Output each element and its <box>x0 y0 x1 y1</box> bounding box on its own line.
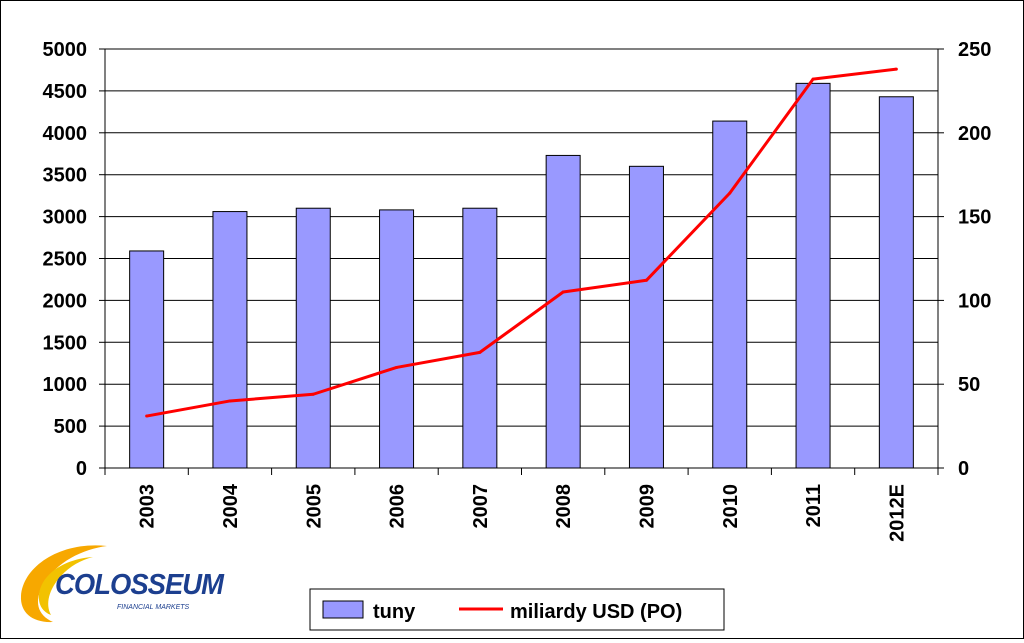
line-point <box>145 414 149 418</box>
line-point <box>311 392 315 396</box>
left-axis-tick-label: 5000 <box>43 39 88 61</box>
bar <box>212 211 248 469</box>
bar <box>628 165 664 469</box>
legend-label-usd: miliardy USD (PO) <box>510 601 682 623</box>
right-axis-tick-label: 250 <box>958 39 991 61</box>
left-axis-tick-label: 1500 <box>43 332 88 354</box>
bar <box>712 120 748 469</box>
bar <box>545 154 581 469</box>
x-axis-tick-label: 2007 <box>470 484 492 529</box>
left-axis-tick-label: 4500 <box>43 81 88 103</box>
bar <box>129 250 165 469</box>
left-axis-tick-label: 4000 <box>43 123 88 145</box>
legend: tuny miliardy USD (PO) <box>309 588 725 631</box>
line-point <box>228 399 232 403</box>
logo-tagline: FINANCIAL MARKETS <box>117 604 190 611</box>
line-point <box>478 350 482 354</box>
x-axis-tick-label: 2008 <box>553 484 575 529</box>
left-axis-tick-label: 0 <box>76 458 87 480</box>
logo-name: COLOSSEUM <box>55 569 225 601</box>
left-axis-tick-label: 2000 <box>43 290 88 312</box>
left-axis-tick-label: 500 <box>54 416 87 438</box>
x-axis-tick-label: 2006 <box>387 484 409 529</box>
line-point <box>894 67 898 71</box>
x-axis-tick-label: 2011 <box>803 484 825 527</box>
x-axis-tick-label: 2003 <box>137 484 159 529</box>
right-axis-tick-label: 0 <box>958 458 969 480</box>
bar <box>462 207 498 469</box>
x-axis-tick-label: 2004 <box>220 483 242 528</box>
x-axis-tick-label: 2012E <box>886 484 908 542</box>
right-axis-tick-labels: 0 50 100 150 200 250 <box>958 39 991 480</box>
line-point <box>811 77 815 81</box>
right-axis-tick-label: 150 <box>958 207 991 229</box>
x-axis-tick-label: 2005 <box>303 484 325 529</box>
logo-swoosh-inner <box>38 557 93 615</box>
line-series-usd <box>145 67 898 418</box>
bar <box>878 96 914 469</box>
right-axis-tick-label: 200 <box>958 123 991 145</box>
left-axis-tick-label: 1000 <box>43 374 88 396</box>
x-axis-tick-label: 2010 <box>720 484 742 529</box>
bar <box>379 209 415 469</box>
left-axis-tick-label: 3000 <box>43 207 88 229</box>
x-axis-tick-labels: 2003 2004 2005 2006 2007 2008 2009 2010 2011 2012… <box>137 483 909 542</box>
legend-swatch-tuny <box>322 600 364 619</box>
line-point <box>728 191 732 195</box>
colosseum-logo: COLOSSEUM FINANCIAL MARKETS <box>20 545 226 623</box>
line-point <box>395 365 399 369</box>
bar <box>295 207 331 469</box>
left-axis-tick-label: 3500 <box>43 165 88 187</box>
bar-series-tuny <box>129 82 914 469</box>
legend-label-tuny: tuny <box>373 601 416 623</box>
left-axis-tick-labels: 0 500 1000 1500 2000 2500 3000 3500 4000 4500 5000 <box>43 39 88 480</box>
line-path <box>146 67 897 418</box>
right-axis-tick-label: 100 <box>958 290 991 312</box>
bar <box>795 82 831 469</box>
legend-box <box>309 588 725 631</box>
right-axis-tick-label: 50 <box>958 374 980 396</box>
axes <box>99 48 944 475</box>
left-axis-tick-label: 2500 <box>43 249 88 271</box>
logo-swoosh-outer <box>20 545 107 623</box>
line-point <box>561 290 565 294</box>
x-axis-tick-label: 2009 <box>636 484 658 529</box>
line-point <box>644 278 648 282</box>
